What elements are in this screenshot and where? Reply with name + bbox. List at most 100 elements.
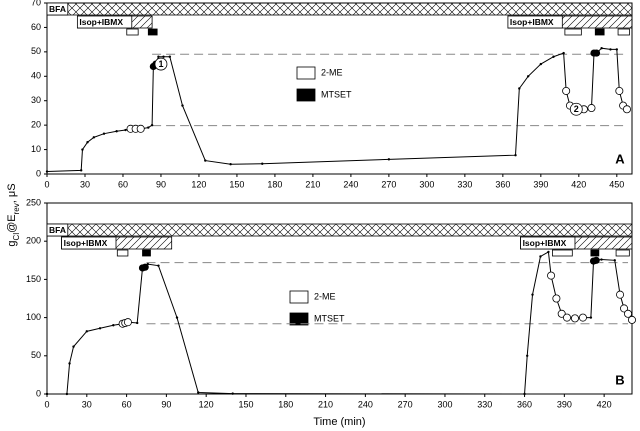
y-label-part: g (6, 240, 18, 246)
data-point (157, 264, 160, 267)
x-tick-label: 180 (267, 179, 282, 189)
data-point (231, 392, 234, 395)
data-point (578, 313, 587, 322)
data-point (65, 392, 69, 396)
data-point (526, 354, 529, 357)
data-point (197, 391, 200, 394)
data-point (562, 86, 571, 95)
treatment-label: Isop+IBMX (523, 238, 567, 248)
legend-swatch (296, 66, 316, 80)
data-point (557, 309, 566, 318)
y-tick-label: 50 (31, 46, 41, 56)
data-point (72, 345, 75, 348)
data-point (615, 86, 624, 95)
y-tick-label: 0 (36, 168, 41, 178)
x-tick-label: 210 (318, 399, 333, 409)
data-point (86, 141, 89, 144)
data-point (112, 324, 115, 327)
data-point (587, 104, 596, 113)
treatment-bar (594, 28, 605, 36)
annotation-label: 1 (158, 59, 163, 69)
legend-label: 2-ME (314, 291, 336, 301)
annotation-circle (154, 57, 168, 71)
x-tick-label: 300 (437, 399, 452, 409)
data-point (387, 158, 391, 161)
data-point (124, 128, 127, 132)
data-point (616, 290, 625, 299)
data-point (157, 55, 160, 58)
x-tick-label: 120 (199, 399, 214, 409)
y-axis-label: gCl@Erev, μS (6, 183, 21, 246)
data-point (547, 250, 550, 254)
data-point (523, 392, 526, 396)
x-tick-label: 300 (419, 179, 434, 189)
treatment-bar (116, 249, 129, 257)
treatment-bar (552, 249, 573, 257)
annotation-label: 2 (574, 104, 579, 114)
x-tick-label: 390 (557, 399, 572, 409)
x-tick-label: 0 (44, 179, 49, 189)
treatment-label: Isop+IBMX (64, 238, 108, 248)
treatment-bar (142, 249, 151, 257)
x-tick-label: 360 (495, 179, 510, 189)
x-tick-label: 60 (118, 179, 128, 189)
data-point (615, 48, 619, 51)
panel-label: A (615, 151, 625, 166)
data-point (526, 75, 530, 78)
legend-swatch (289, 290, 309, 304)
treatment-bar (46, 2, 633, 16)
y-tick-label: 20 (31, 120, 41, 130)
panel-label: B (615, 372, 624, 387)
data-point (162, 55, 165, 58)
data-point (85, 330, 88, 333)
data-point (600, 258, 603, 261)
data-point (539, 255, 542, 258)
treatment-bar (615, 249, 630, 257)
x-tick-label: 240 (358, 399, 373, 409)
x-tick-label: 390 (533, 179, 548, 189)
x-tick-label: 270 (381, 179, 396, 189)
y-label-part: , μS (6, 183, 18, 203)
x-tick-label: 330 (457, 179, 472, 189)
treatment-bar (147, 28, 158, 36)
legend-label: MTSET (314, 313, 345, 323)
treatment-bar (126, 28, 139, 36)
treatment-label-box (61, 236, 117, 250)
treatment-bar (590, 249, 600, 257)
data-point (539, 62, 543, 66)
y-tick-label: 70 (31, 0, 41, 7)
data-point (592, 49, 601, 57)
data-point (552, 294, 561, 303)
x-tick-label: 360 (517, 399, 532, 409)
data-point (622, 105, 631, 114)
y-tick-label: 250 (26, 197, 41, 207)
data-point (175, 316, 179, 319)
treatment-label-box (507, 15, 563, 29)
data-point (620, 304, 629, 313)
legend-swatch (289, 312, 309, 326)
legend-label: 2-ME (321, 67, 343, 77)
x-tick-label: 150 (238, 399, 253, 409)
treatment-bar (564, 28, 582, 36)
y-tick-label: 40 (31, 71, 41, 81)
annotation-circle (569, 102, 583, 116)
data-point (81, 148, 84, 151)
x-tick-label: 420 (571, 179, 586, 189)
data-point (609, 48, 612, 51)
y-tick-label: 60 (31, 22, 41, 32)
x-tick-label: 30 (82, 399, 92, 409)
x-tick-label: 330 (477, 399, 492, 409)
data-point (146, 262, 150, 266)
data-point (261, 162, 264, 165)
data-point (229, 163, 232, 166)
y-tick-label: 150 (26, 274, 41, 284)
x-tick-label: 210 (305, 179, 320, 189)
data-point (68, 362, 71, 365)
x-tick-label: 240 (343, 179, 358, 189)
y-tick-label: 50 (31, 350, 41, 360)
treatment-label-box (76, 15, 133, 29)
treatment-label: BFA (49, 225, 66, 235)
data-point (45, 170, 49, 173)
data-point (624, 309, 633, 318)
treatment-bar (46, 223, 633, 237)
